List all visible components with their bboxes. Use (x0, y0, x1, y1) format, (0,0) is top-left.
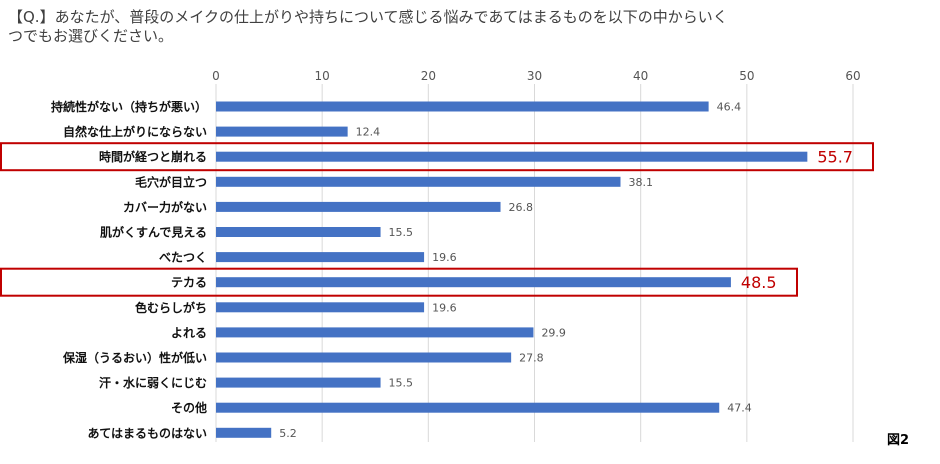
tick-label: 50 (739, 69, 754, 83)
highlight-box (0, 142, 874, 172)
bar (216, 277, 731, 288)
bar (216, 327, 534, 338)
bar (216, 176, 621, 187)
tick-label: 40 (633, 69, 648, 83)
data-label: 26.8 (509, 201, 534, 214)
category-label: 時間が経つと崩れる (99, 149, 207, 164)
bar (216, 377, 381, 388)
tick-label: 0 (212, 69, 220, 83)
category-label: 汗・水に弱くにじむ (99, 375, 207, 390)
data-label: 15.5 (389, 226, 414, 239)
bar (216, 201, 501, 212)
data-label: 19.6 (432, 301, 457, 314)
bar (216, 302, 425, 313)
category-label: 持続性がない（持ちが悪い） (51, 99, 207, 114)
bar (216, 427, 272, 438)
category-label: べたつく (159, 251, 207, 265)
bar (216, 151, 808, 162)
data-label: 29.9 (541, 326, 566, 339)
question-text: 【Q.】あなたが、普段のメイクの仕上がりや持ちについて感じる悩みであてはまるもの… (8, 8, 728, 45)
category-label: よれる (171, 326, 207, 340)
bar (216, 252, 425, 263)
data-label: 19.6 (432, 251, 457, 264)
data-label: 55.7 (817, 148, 853, 167)
category-label: 保湿（うるおい）性が低い (62, 350, 207, 365)
data-label: 47.4 (727, 402, 752, 415)
bar (216, 126, 348, 137)
figure-label: 図2 (887, 433, 910, 448)
highlight-box (0, 267, 798, 297)
tick-label: 10 (315, 69, 330, 83)
bar (216, 227, 381, 237)
tick-label: 20 (421, 69, 436, 83)
tick-label: 30 (527, 69, 542, 83)
category-label: 色むらしがち (135, 300, 207, 315)
tick-label: 60 (845, 69, 860, 83)
data-label: 15.5 (389, 377, 414, 390)
category-label: その他 (171, 400, 207, 415)
data-label: 12.4 (356, 126, 381, 139)
data-label: 46.4 (717, 101, 742, 114)
bar (216, 352, 512, 363)
bar (216, 101, 709, 112)
data-label: 27.8 (519, 352, 544, 365)
data-label: 5.2 (279, 427, 297, 440)
data-label: 38.1 (628, 176, 653, 189)
category-label: 毛穴が目立つ (135, 174, 207, 189)
data-label: 48.5 (741, 273, 777, 292)
category-label: テカる (171, 276, 207, 290)
bar (216, 402, 720, 413)
category-label: 自然な仕上がりにならない (63, 124, 207, 139)
category-label: 肌がくすんで見える (99, 225, 207, 240)
category-label: カバー力がない (123, 199, 207, 214)
category-label: あてはまるものはない (87, 426, 207, 440)
